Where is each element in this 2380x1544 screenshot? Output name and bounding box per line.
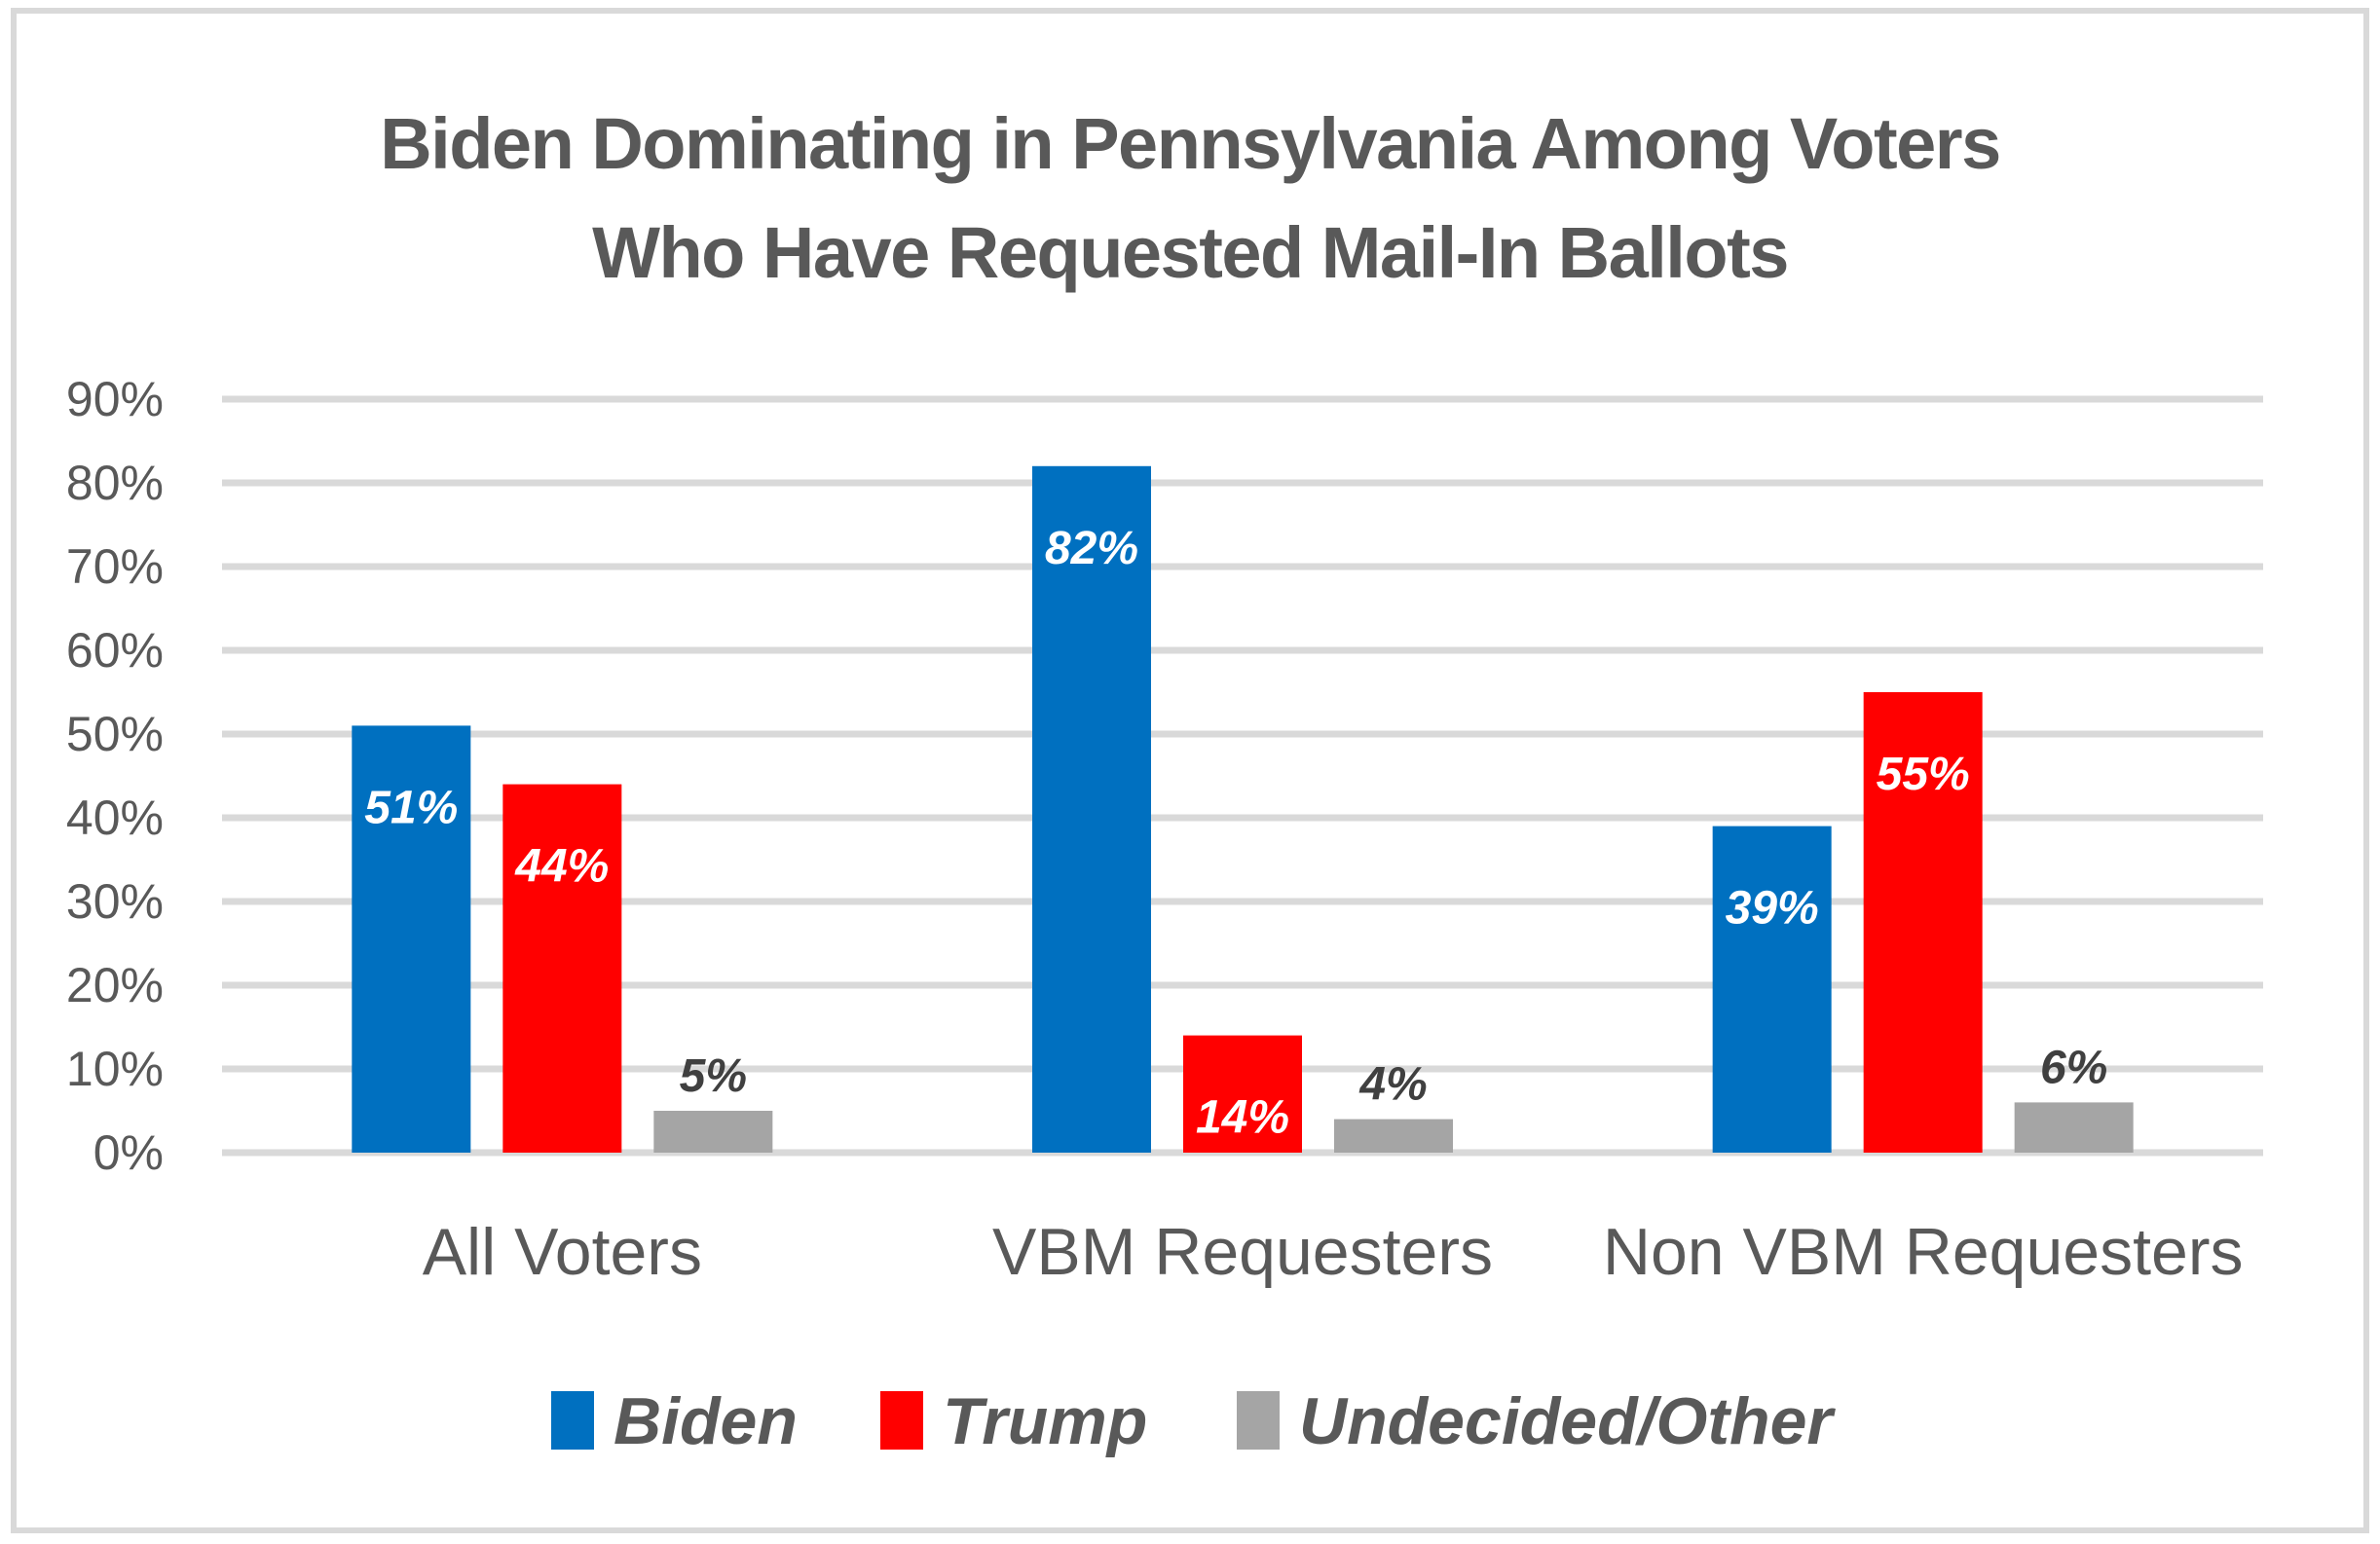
legend-item-trump[interactable]: Trump: [880, 1384, 1147, 1458]
data-label-undecided-other-all-voters: 5%: [680, 1050, 747, 1102]
chart-title-line-2: Who Have Requested Mail-In Ballots: [592, 212, 1788, 293]
bar-trump-vbm-requesters[interactable]: [1183, 1035, 1302, 1153]
bar-trump-all-voters[interactable]: [502, 784, 622, 1153]
data-label-trump-all-voters: 44%: [514, 841, 609, 893]
x-tick-label-all-voters: All Voters: [423, 1215, 702, 1289]
y-tick-label: 90%: [66, 372, 164, 426]
legend-label-undecided-other: Undecided/Other: [1299, 1384, 1836, 1458]
data-label-undecided-other-non-vbm-requesters: 6%: [2040, 1042, 2107, 1093]
legend-swatch-undecided-other: [1237, 1391, 1280, 1450]
legend-label-biden: Biden: [614, 1384, 798, 1458]
y-tick-label: 70%: [66, 539, 164, 594]
data-labels: 51% 44% 5% 82% 14% 4% 39% 55% 6%: [364, 523, 2107, 1144]
y-axis-tick-labels: 0% 10% 20% 30% 40% 50% 60% 70% 80% 90%: [66, 372, 164, 1180]
y-tick-label: 80%: [66, 456, 164, 510]
bar-biden-non-vbm-requesters[interactable]: [1712, 826, 1832, 1153]
bars: [352, 465, 2134, 1153]
y-tick-label: 10%: [66, 1042, 164, 1096]
data-label-biden-vbm-requesters: 82%: [1045, 523, 1138, 574]
y-tick-label: 40%: [66, 790, 164, 845]
bar-undecided-other-non-vbm-requesters[interactable]: [2014, 1102, 2134, 1153]
data-label-biden-all-voters: 51%: [364, 782, 458, 833]
y-tick-label: 0%: [93, 1125, 164, 1180]
legend-item-undecided-other[interactable]: Undecided/Other: [1237, 1384, 1836, 1458]
x-tick-label-non-vbm-requesters: Non VBM Requesters: [1603, 1215, 2244, 1289]
y-tick-label: 60%: [66, 623, 164, 678]
y-tick-label: 30%: [66, 874, 164, 929]
bar-undecided-other-all-voters[interactable]: [653, 1111, 773, 1153]
y-tick-label: 20%: [66, 958, 164, 1012]
chart-title-line-1: Biden Dominating in Pennsylvania Among V…: [380, 103, 2000, 184]
legend-swatch-trump: [880, 1391, 923, 1450]
y-tick-label: 50%: [66, 707, 164, 761]
bar-trump-non-vbm-requesters[interactable]: [1863, 692, 1983, 1153]
data-label-undecided-other-vbm-requesters: 4%: [1358, 1059, 1427, 1111]
data-label-biden-non-vbm-requesters: 39%: [1726, 883, 1819, 935]
data-label-trump-non-vbm-requesters: 55%: [1877, 749, 1970, 800]
bar-biden-all-voters[interactable]: [352, 725, 471, 1153]
x-tick-label-vbm-requesters: VBM Requesters: [992, 1215, 1493, 1289]
legend-label-trump: Trump: [943, 1384, 1147, 1458]
legend: Biden Trump Undecided/Other: [551, 1384, 1836, 1458]
bar-undecided-other-vbm-requesters[interactable]: [1334, 1119, 1453, 1153]
bar-biden-vbm-requesters[interactable]: [1032, 465, 1151, 1153]
legend-item-biden[interactable]: Biden: [551, 1384, 798, 1458]
x-axis-category-labels: All Voters VBM Requesters Non VBM Requeste…: [423, 1215, 2244, 1289]
data-label-trump-vbm-requesters: 14%: [1196, 1092, 1289, 1144]
legend-swatch-biden: [551, 1391, 594, 1450]
